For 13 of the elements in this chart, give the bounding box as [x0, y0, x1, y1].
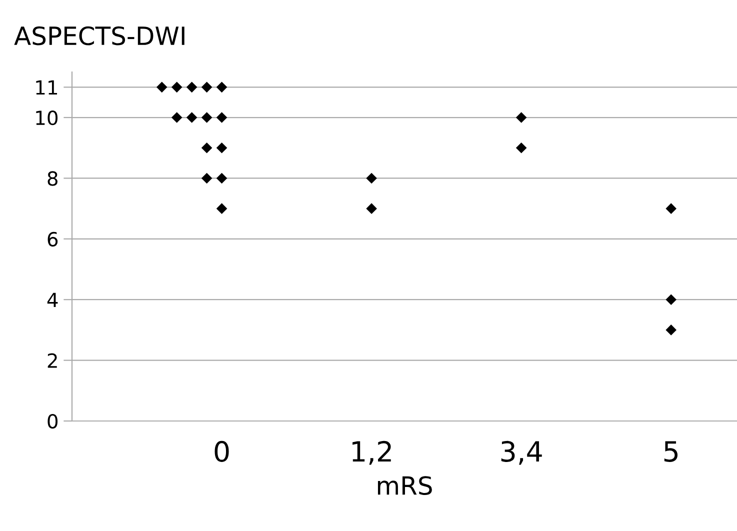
y-tick-label: 0 [48, 414, 58, 429]
y-tick-label: 10 [36, 110, 58, 126]
y-tick-label: 6 [48, 232, 58, 247]
x-axis-title: mRS [378, 476, 432, 496]
x-tick-label: 0 [214, 440, 229, 462]
x-tick-label: 1,2 [352, 440, 391, 465]
y-tick-label: 4 [47, 292, 58, 307]
y-tick-label: 11 [36, 80, 58, 95]
chart-title: ASPECTS-DWI [14, 26, 184, 46]
y-tick-label: 8 [48, 171, 58, 186]
x-tick-label: 3,4 [501, 440, 542, 465]
x-tick-label: 5 [664, 441, 678, 462]
y-tick-label: 2 [48, 353, 57, 368]
